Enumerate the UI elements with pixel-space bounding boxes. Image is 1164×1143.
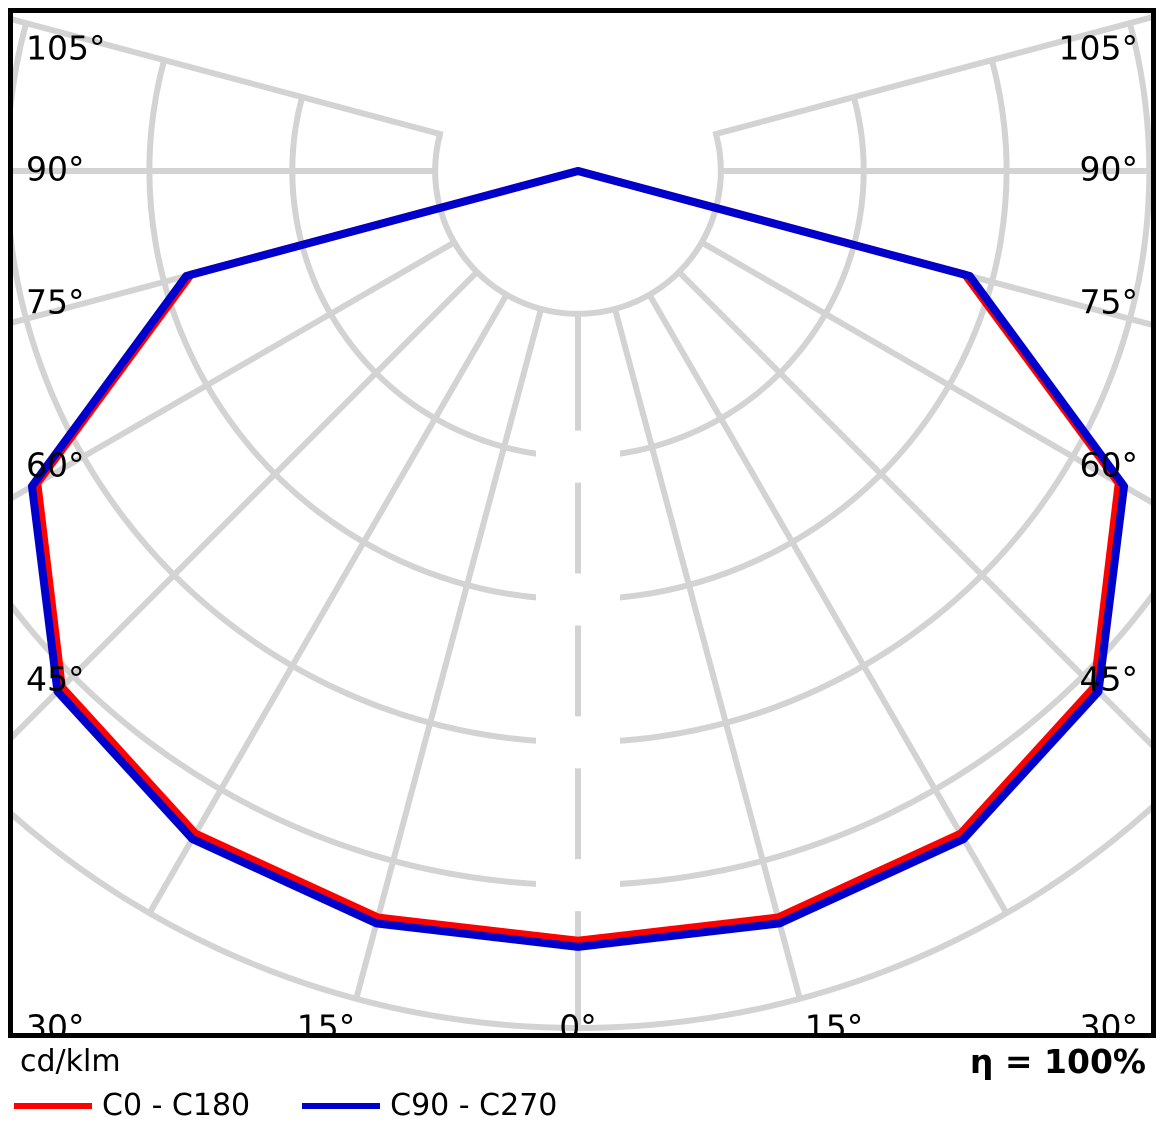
grid-arc [432,133,724,317]
legend-swatch [302,1102,381,1109]
polar-grid [13,14,1151,1031]
plot-frame: 105° 90° 75° 60° 45° 30° 105° 90° 75° 60° 45° 30° 15… [8,8,1156,1038]
angle-label: 60° [26,446,85,485]
angle-label: 15° [805,1008,864,1034]
angle-label: 90° [26,150,85,189]
series-curve-c90c270 [27,167,1129,951]
grid-spoke [146,290,511,915]
grid-spoke [697,238,1151,506]
angle-label: 0° [559,1008,597,1034]
polar-curves [27,167,1129,951]
angle-label: 15° [297,1008,356,1034]
angle-label: 30° [26,1008,85,1034]
unit-label: cd/klm [20,1044,121,1079]
ring-label-gap [536,859,620,912]
legend-entry: C0 - C180 [14,1088,250,1123]
efficiency-label: η = 100% [969,1042,1146,1081]
angle-labels: 105° 90° 75° 60° 45° 30° 105° 90° 75° 60° 45° 30° 15… [26,29,1138,1034]
angle-label: 105° [26,29,106,68]
grid-arc [13,22,1151,746]
angle-label: 75° [1080,283,1139,322]
grid-arc [13,804,1151,1031]
angle-label: 45° [1080,660,1139,699]
grid-spoke [13,16,444,138]
grid-spoke [353,305,545,1000]
angle-label: 30° [1080,1008,1139,1034]
angle-label: 45° [26,660,85,699]
grid-spoke [645,290,1010,915]
legend-swatch [14,1102,92,1109]
ring-label-gap [536,430,620,483]
legend-label: C90 - C270 [390,1088,558,1123]
legend-area: cd/klm η = 100% C0 - C180 C90 - C270 [0,1040,1164,1143]
angle-label: 75° [26,283,85,322]
grid-spoke [13,238,459,501]
grid-spoke [712,14,1151,138]
grid-spoke [611,305,803,1000]
grid-spoke [13,267,482,741]
legend-entry: C90 - C270 [302,1088,557,1123]
legend-label: C0 - C180 [102,1088,251,1123]
legend-entries: C0 - C180 C90 - C270 [14,1088,609,1123]
polar-plot: 105° 90° 75° 60° 45° 30° 105° 90° 75° 60° 45° 30° 15… [13,14,1151,1034]
angle-label: 105° [1059,29,1139,68]
ring-label-gap [536,573,620,626]
ring-label-gap [536,716,620,769]
angle-label: 90° [1080,150,1139,189]
angle-label: 60° [1080,446,1139,485]
